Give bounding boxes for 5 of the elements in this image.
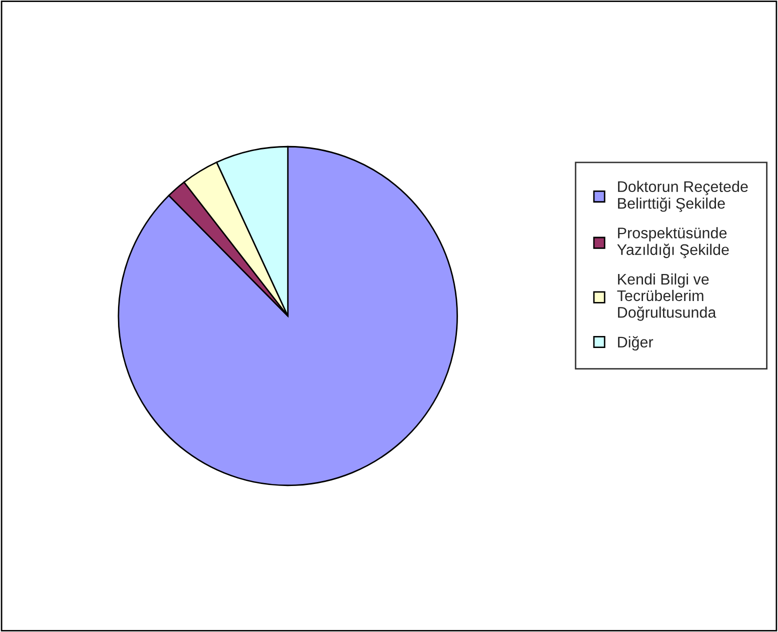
pie-slice (118, 146, 458, 486)
legend-label: Kendi Bilgi ve Tecrübelerim Doğrultusunda (617, 273, 716, 321)
legend-label: Prospektüsünde Yazıldığı Şekilde (617, 227, 729, 258)
legend-label: Diğer (618, 336, 654, 351)
legend-label: Doktorun Reçetede Belirttiği Şekilde (618, 180, 748, 212)
